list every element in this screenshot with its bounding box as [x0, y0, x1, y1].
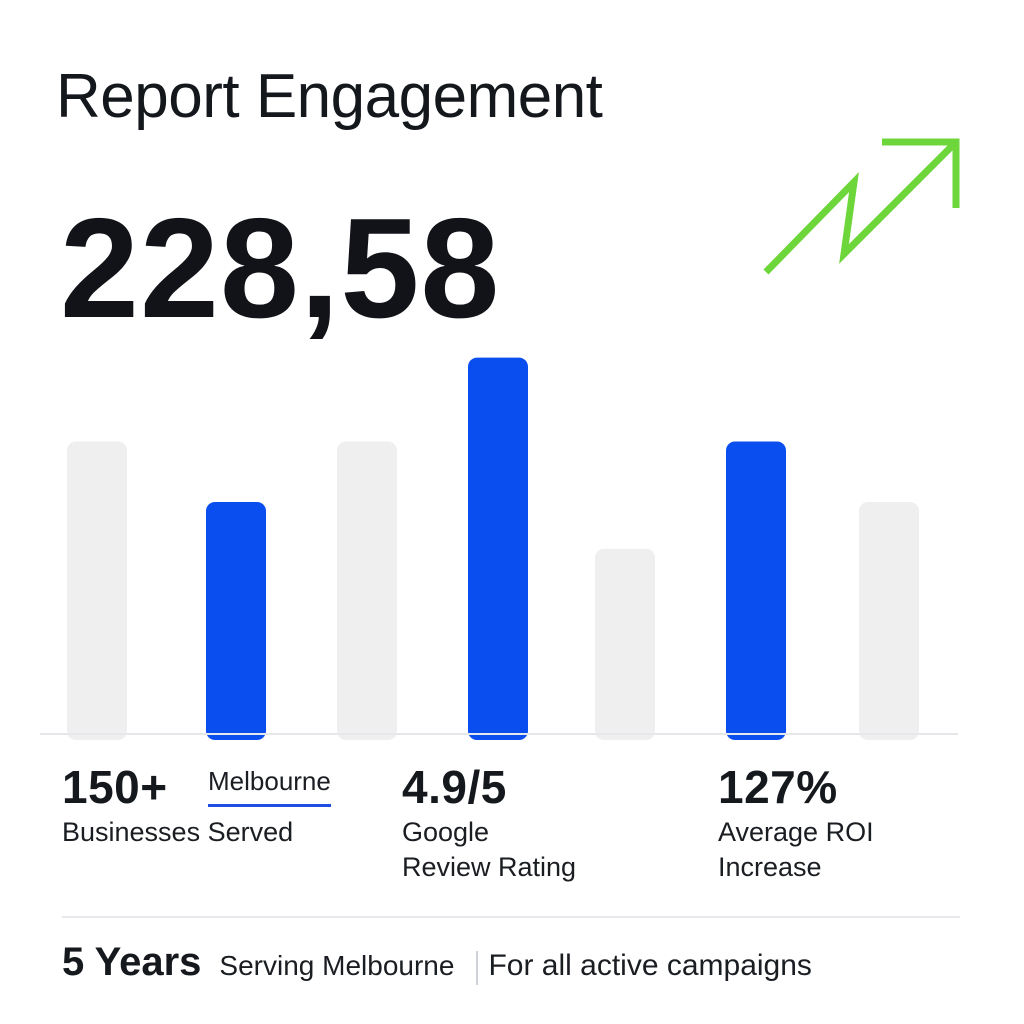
stat-label: Businesses Served — [62, 816, 294, 847]
stat-value: 127% — [718, 761, 838, 813]
stat-businesses-served: 150+ Businesses Served — [62, 762, 293, 850]
bar-series — [67, 357, 919, 740]
stat-label: Average ROI Increase — [718, 815, 874, 885]
bar-highlighted — [468, 357, 528, 740]
bar-highlighted — [726, 441, 786, 740]
page-title: Report Engagement — [56, 62, 603, 131]
bar-muted — [595, 548, 655, 740]
headline-value: 228,58 — [60, 189, 501, 348]
footer: 5 Years Serving Melbourne For all active… — [62, 940, 812, 996]
stat-label: Google Review Rating — [402, 815, 576, 885]
stat-review-rating: 4.9/5 Google Review Rating — [402, 762, 576, 885]
footer-serving: Serving Melbourne — [219, 950, 455, 981]
footer-separator — [476, 951, 479, 985]
stat-label-line: Increase — [718, 851, 822, 882]
footer-years: 5 Years — [62, 940, 202, 984]
trend-up-arrow-icon — [763, 138, 960, 275]
bar-chart — [40, 357, 958, 740]
bar-muted — [67, 441, 127, 740]
bar-muted — [859, 501, 919, 740]
stat-value: 4.9/5 — [402, 761, 507, 813]
bar-highlighted — [206, 501, 266, 740]
stat-roi-increase: 127% Average ROI Increase — [718, 762, 874, 885]
footer-divider — [62, 916, 960, 918]
footer-note: For all active campaigns — [488, 949, 812, 982]
stat-label-line: Review Rating — [402, 851, 577, 882]
stat-value: 150+ — [62, 761, 168, 813]
stats-row: 150+ Businesses Served Melbourne 4.9/5 G… — [0, 762, 1024, 902]
stat-label-line: Average ROI — [718, 816, 874, 847]
location-tag: Melbourne — [208, 766, 331, 807]
stat-label-line: Google — [402, 816, 490, 847]
bar-muted — [337, 441, 397, 740]
